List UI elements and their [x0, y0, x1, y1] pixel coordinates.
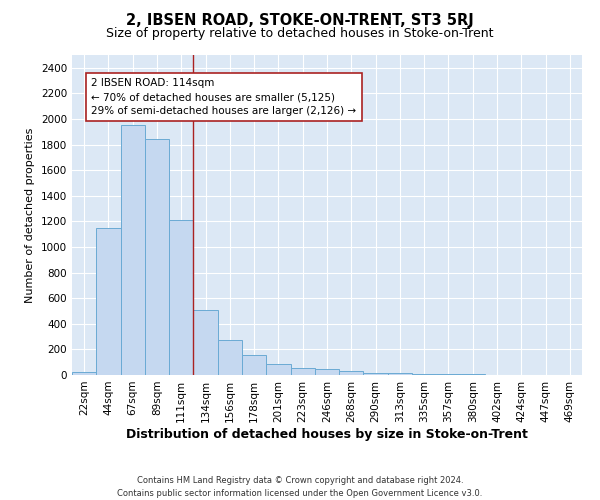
Bar: [436, 374, 461, 375]
Bar: [461, 374, 485, 375]
Bar: [242, 355, 266, 375]
Text: 2 IBSEN ROAD: 114sqm
← 70% of detached houses are smaller (5,125)
29% of semi-de: 2 IBSEN ROAD: 114sqm ← 70% of detached h…: [91, 78, 356, 116]
Bar: [388, 373, 412, 375]
Bar: [290, 368, 315, 375]
Bar: [169, 220, 193, 375]
Bar: [121, 126, 145, 375]
X-axis label: Distribution of detached houses by size in Stoke-on-Trent: Distribution of detached houses by size …: [126, 428, 528, 440]
Bar: [266, 364, 290, 375]
Bar: [412, 374, 436, 375]
Text: 2, IBSEN ROAD, STOKE-ON-TRENT, ST3 5RJ: 2, IBSEN ROAD, STOKE-ON-TRENT, ST3 5RJ: [126, 12, 474, 28]
Bar: [364, 372, 388, 375]
Text: Contains HM Land Registry data © Crown copyright and database right 2024.
Contai: Contains HM Land Registry data © Crown c…: [118, 476, 482, 498]
Bar: [218, 340, 242, 375]
Bar: [193, 310, 218, 375]
Bar: [96, 228, 121, 375]
Bar: [72, 372, 96, 375]
Bar: [315, 369, 339, 375]
Bar: [339, 371, 364, 375]
Bar: [145, 140, 169, 375]
Y-axis label: Number of detached properties: Number of detached properties: [25, 128, 35, 302]
Text: Size of property relative to detached houses in Stoke-on-Trent: Size of property relative to detached ho…: [106, 28, 494, 40]
